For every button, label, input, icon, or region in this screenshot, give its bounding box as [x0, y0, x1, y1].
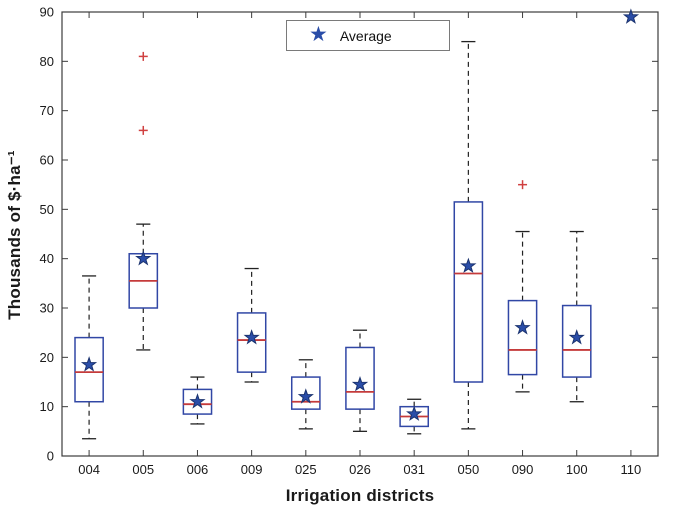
- iqr-box: [290, 376, 321, 410]
- average-star: [568, 329, 585, 345]
- iqr-box: [453, 201, 484, 383]
- x-tick-label: 025: [295, 462, 317, 477]
- average-star: [189, 393, 206, 409]
- y-tick-label: 0: [47, 449, 54, 464]
- x-tick-label: 100: [566, 462, 588, 477]
- average-star: [297, 388, 314, 404]
- y-tick-label: 40: [40, 251, 54, 266]
- legend: ★ Average: [286, 20, 450, 51]
- y-tick-label: 30: [40, 301, 54, 316]
- iqr-box: [507, 299, 538, 376]
- y-tick-label: 10: [40, 399, 54, 414]
- average-star: [460, 257, 477, 273]
- x-tick-label: 031: [403, 462, 425, 477]
- x-tick-label: 006: [187, 462, 209, 477]
- y-tick-label: 90: [40, 5, 54, 20]
- iqr-box: [345, 346, 375, 410]
- y-tick-label: 80: [40, 54, 54, 69]
- average-star-icon: ★: [309, 23, 328, 46]
- x-tick-label: 050: [458, 462, 480, 477]
- y-tick-label: 70: [40, 103, 54, 118]
- y-axis-title: Thousands of $·ha⁻¹: [5, 150, 24, 320]
- x-tick-label: 005: [132, 462, 154, 477]
- x-tick-label: 004: [78, 462, 100, 477]
- legend-label: Average: [339, 27, 392, 44]
- x-axis-title: Irrigation districts: [285, 486, 435, 505]
- x-tick-label: 026: [349, 462, 371, 477]
- iqr-box: [561, 304, 592, 378]
- plot-area: [61, 11, 659, 457]
- y-tick-label: 20: [40, 350, 54, 365]
- iqr-box: [74, 336, 104, 403]
- y-tick-label: 50: [40, 202, 54, 217]
- x-tick-label: 110: [621, 462, 642, 477]
- iqr-box: [236, 312, 267, 373]
- average-star: [351, 375, 369, 392]
- iqr-box: [182, 388, 213, 415]
- x-tick-label: 090: [512, 462, 534, 477]
- average-star: [243, 329, 260, 345]
- y-tick-label: 60: [40, 153, 54, 168]
- x-tick-label: 009: [241, 462, 263, 477]
- average-star: [80, 356, 98, 372]
- average-star: [135, 250, 152, 266]
- average-star: [622, 8, 640, 24]
- average-star: [406, 405, 423, 421]
- average-star: [514, 319, 531, 335]
